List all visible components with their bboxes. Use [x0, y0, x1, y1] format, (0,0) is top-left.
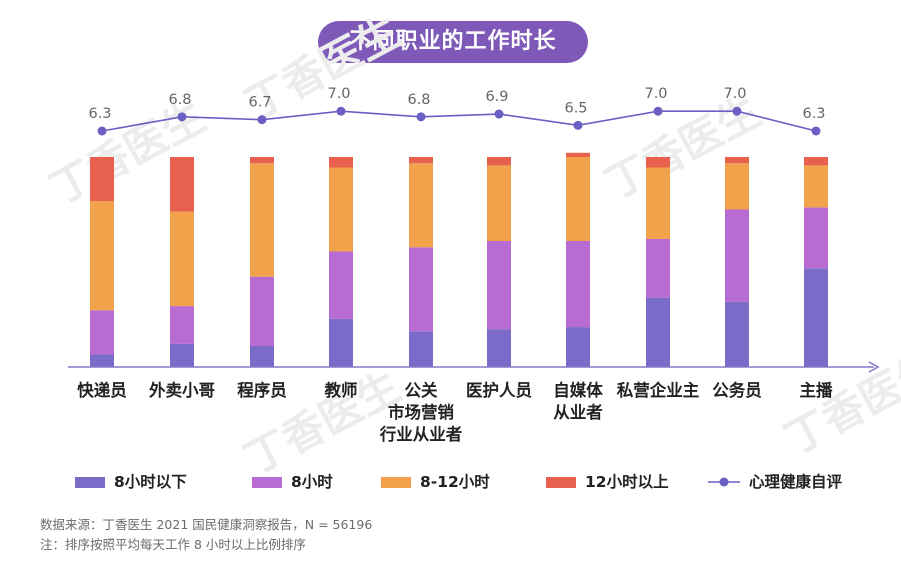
bar-segment — [90, 157, 114, 202]
legend-label: 8小时以下 — [114, 473, 187, 491]
category-label: 自媒体从业者 — [553, 380, 603, 422]
bar-segment — [804, 165, 828, 208]
bar-segment — [170, 211, 194, 307]
footnote-note: 注：排序按照平均每天工作 8 小时以上比例排序 — [40, 537, 306, 552]
legend-line-marker — [719, 477, 729, 487]
bar-segment — [487, 329, 511, 367]
legend-swatch — [546, 477, 576, 488]
line-data-label: 6.8 — [407, 92, 430, 108]
line-data-label: 6.7 — [248, 95, 271, 111]
line-data-label: 6.8 — [168, 92, 191, 108]
bar-segment — [725, 301, 749, 367]
bar-segment — [170, 306, 194, 344]
line-point — [97, 126, 107, 136]
bar-segment — [329, 167, 353, 252]
watermark-text: 丁香医生 — [777, 342, 901, 464]
category-label: 公务员 — [712, 380, 762, 400]
category-label: 医护人员 — [466, 380, 532, 400]
line-point — [336, 106, 346, 116]
line-series-path — [101, 110, 817, 132]
bar-segment — [487, 241, 511, 330]
bar-segment — [170, 157, 194, 212]
legend-swatch — [252, 477, 282, 488]
bar-segment — [804, 268, 828, 367]
bar-segment — [487, 165, 511, 241]
legend-label: 12小时以上 — [585, 473, 669, 491]
line-data-label: 6.3 — [802, 106, 825, 122]
bar-segment — [250, 346, 274, 367]
bar-segment — [329, 157, 353, 168]
bar-segment — [566, 327, 590, 367]
bar-segment — [804, 207, 828, 269]
x-axis-arrow — [868, 361, 880, 373]
legend-label: 8-12小时 — [420, 473, 490, 491]
line-point — [653, 106, 663, 116]
legend-swatch — [75, 477, 105, 488]
legend-swatch — [381, 477, 411, 488]
line-point — [573, 120, 583, 130]
bar-segment — [487, 157, 511, 166]
bar-segment — [725, 163, 749, 210]
bar-segment — [250, 276, 274, 346]
bar-segment — [409, 331, 433, 367]
line-point — [177, 112, 187, 122]
bar-segment — [646, 167, 670, 239]
bar-segment — [90, 310, 114, 355]
legend-label: 心理健康自评 — [749, 472, 843, 491]
bar-segment — [646, 238, 670, 298]
legend-label: 8小时 — [291, 473, 333, 491]
bar-segment — [566, 152, 590, 157]
bar-segment — [804, 157, 828, 166]
line-point — [257, 115, 267, 125]
bar-segment — [646, 297, 670, 367]
category-label: 公关市场营销行业从业者 — [379, 380, 463, 444]
line-point — [811, 126, 821, 136]
bar-segment — [329, 251, 353, 319]
bar-segment — [250, 163, 274, 277]
bar-segment — [90, 201, 114, 311]
bar-segment — [409, 157, 433, 164]
line-data-label: 6.9 — [485, 89, 508, 105]
bar-segment — [409, 163, 433, 248]
line-point — [494, 109, 504, 119]
category-label: 教师 — [324, 380, 358, 400]
line-data-label: 6.5 — [564, 100, 587, 116]
category-label: 私营企业主 — [617, 380, 700, 400]
line-data-label: 7.0 — [723, 86, 746, 102]
line-point — [416, 112, 426, 122]
bar-segment — [725, 157, 749, 164]
category-label: 程序员 — [237, 380, 287, 400]
watermark-text: 丁香医生 — [237, 362, 408, 484]
bar-segment — [646, 157, 670, 168]
bar-segment — [566, 157, 590, 241]
bar-segment — [329, 318, 353, 367]
line-point — [732, 106, 742, 116]
bar-segment — [725, 209, 749, 302]
chart-title: 不同职业的工作时长 — [318, 21, 588, 63]
category-label: 快递员 — [77, 380, 127, 400]
line-data-label: 6.3 — [88, 106, 111, 122]
bar-segment — [250, 157, 274, 164]
line-data-label: 7.0 — [327, 86, 350, 102]
footnote-source: 数据来源：丁香医生 2021 国民健康洞察报告，N = 56196 — [40, 517, 373, 532]
bar-segment — [170, 343, 194, 367]
bar-segment — [90, 354, 114, 367]
category-label: 主播 — [800, 380, 834, 400]
category-label: 外卖小哥 — [149, 380, 215, 400]
line-data-label: 7.0 — [644, 86, 667, 102]
bar-segment — [566, 241, 590, 328]
bar-segment — [409, 247, 433, 332]
